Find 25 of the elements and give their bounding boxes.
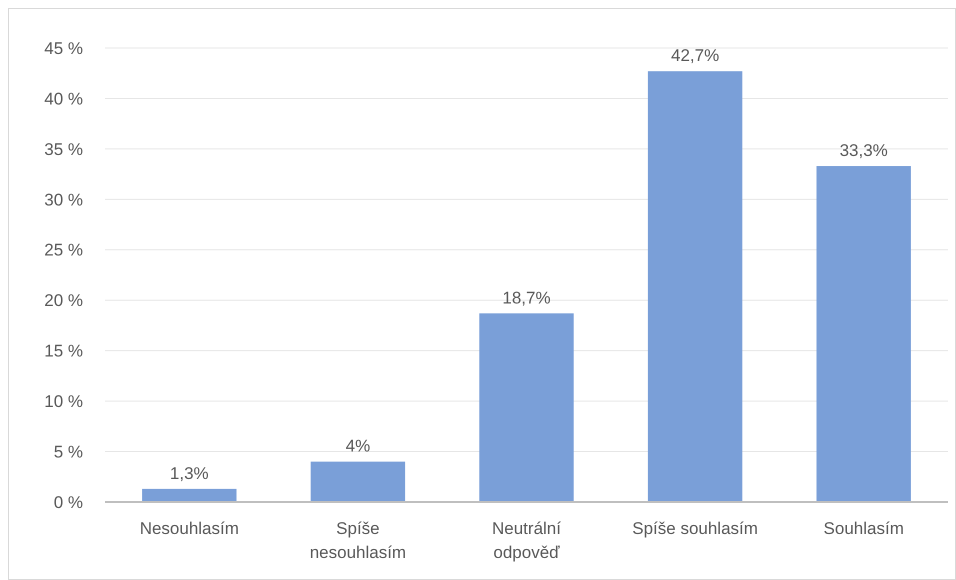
- data-label: 18,7%: [502, 288, 551, 308]
- bar: [816, 166, 911, 502]
- x-tick-label: Nesouhlasím: [140, 519, 239, 538]
- y-tick-label: 35 %: [44, 140, 83, 159]
- data-label: 42,7%: [671, 46, 720, 66]
- x-tick-label: Spíše nesouhlasím: [310, 519, 406, 562]
- y-tick-label: 30 %: [44, 190, 83, 210]
- bar: [648, 71, 742, 502]
- y-tick-label: 40 %: [44, 89, 83, 108]
- bar: [142, 488, 237, 502]
- x-tick-label: Neutrální odpověď: [492, 519, 562, 562]
- y-tick-label: 20 %: [44, 291, 83, 310]
- y-tick-label: 0 %: [54, 492, 83, 512]
- x-tick-label: Spíše souhlasím: [632, 519, 758, 538]
- x-tick-label: Souhlasím: [824, 519, 904, 538]
- bar: [479, 313, 574, 502]
- y-tick-label: 25 %: [44, 240, 83, 260]
- bar: [310, 462, 406, 502]
- y-tick-label: 10 %: [44, 392, 83, 412]
- y-tick-label: 5 %: [54, 442, 83, 462]
- data-label: 33,3%: [840, 141, 888, 160]
- data-label: 4%: [346, 436, 370, 456]
- y-tick-label: 45 %: [44, 38, 83, 58]
- data-label: 1,3%: [170, 464, 209, 483]
- y-tick-label: 15 %: [44, 342, 83, 361]
